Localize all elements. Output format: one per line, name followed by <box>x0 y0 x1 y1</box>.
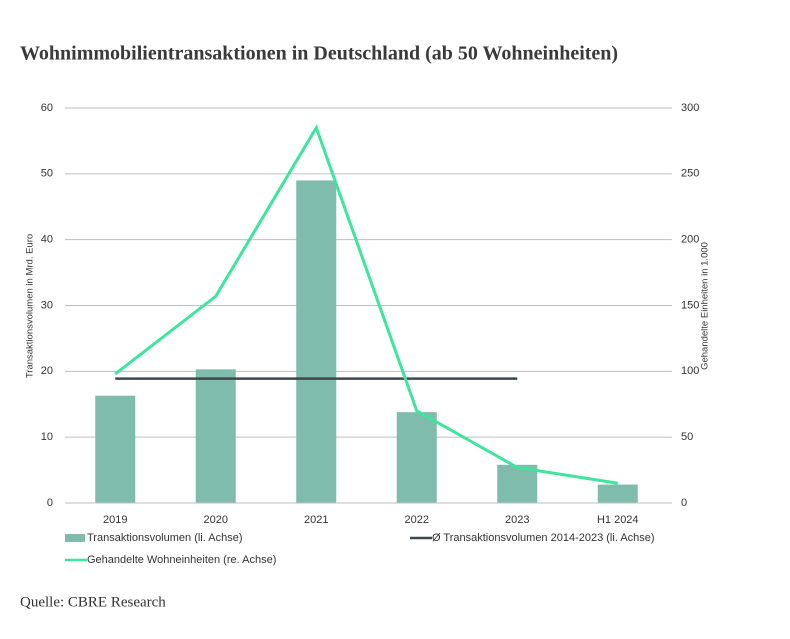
source: Quelle: CBRE Research <box>20 594 166 610</box>
legend-label: Ø Transaktionsvolumen 2014-2023 (li. Ach… <box>432 532 655 544</box>
y-tick-label: 40 <box>41 234 53 246</box>
y-tick-label: 60 <box>41 102 53 114</box>
y2-tick-label: 200 <box>681 234 699 246</box>
bar <box>95 395 136 503</box>
y2-tick-label: 300 <box>681 102 699 114</box>
bar <box>597 484 638 503</box>
legend-label: Gehandelte Wohneinheiten (re. Achse) <box>87 554 276 566</box>
y2-tick-label: 250 <box>681 168 699 180</box>
bar <box>296 180 337 503</box>
legend-label: Transaktionsvolumen (li. Achse) <box>87 532 243 544</box>
x-tick-label: 2023 <box>505 514 529 526</box>
y-tick-label: 10 <box>41 431 53 443</box>
line <box>114 124 618 485</box>
legend-swatch <box>65 534 85 542</box>
x-tick-label: 2021 <box>304 514 328 526</box>
y-tick-label: 0 <box>47 497 53 509</box>
bar <box>396 412 437 503</box>
y-tick-label: 30 <box>41 299 53 311</box>
y-tick-label: 50 <box>41 168 53 180</box>
x-tick-label: 2022 <box>405 514 429 526</box>
y-tick-label: 20 <box>41 365 53 377</box>
bar <box>497 464 538 503</box>
y-axis-label: Transaktionsvolumen in Mrd. Euro <box>25 234 36 378</box>
chart-title: Wohnimmobilientransaktionen in Deutschla… <box>20 43 618 65</box>
y2-tick-label: 0 <box>681 497 687 509</box>
x-tick-label: H1 2024 <box>597 514 639 526</box>
y2-axis-label: Gehandelte Einheiten in 1.000 <box>700 242 711 370</box>
y2-tick-label: 150 <box>681 299 699 311</box>
y2-tick-label: 100 <box>681 365 699 377</box>
bar <box>195 369 236 503</box>
y2-tick-label: 50 <box>681 431 693 443</box>
x-tick-label: 2019 <box>103 514 127 526</box>
x-tick-label: 2020 <box>204 514 228 526</box>
